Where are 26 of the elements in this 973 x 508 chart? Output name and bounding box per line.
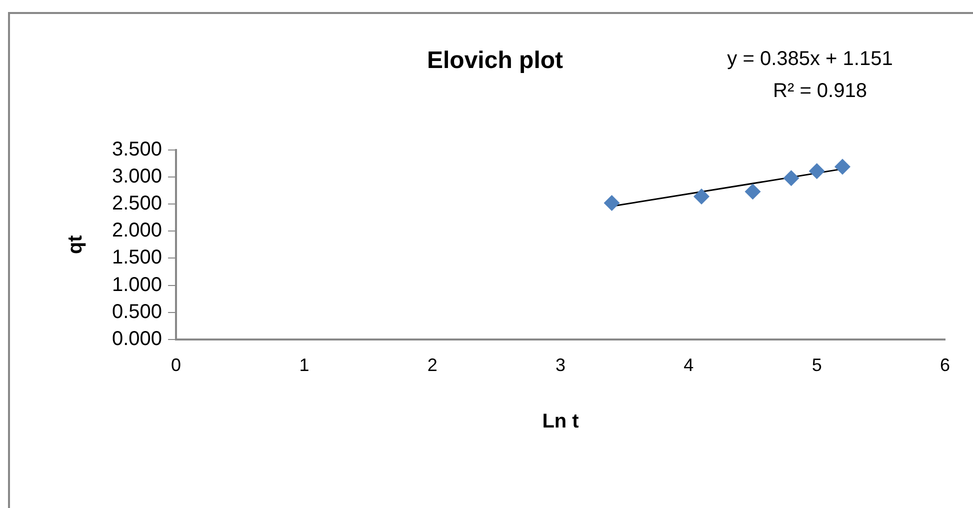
x-tick-label: 5 bbox=[812, 355, 822, 376]
point bbox=[694, 188, 710, 205]
point bbox=[604, 195, 620, 212]
y-tick-label: 0.500 bbox=[112, 300, 162, 323]
x-tick-label: 3 bbox=[556, 355, 566, 376]
y-axis-title: qt bbox=[64, 234, 87, 254]
x-axis-title: Ln t bbox=[542, 410, 580, 433]
x-tick-label: 0 bbox=[171, 355, 182, 376]
text: y = 0.385x + 1.151 bbox=[727, 48, 893, 70]
y-tick-label: 1.500 bbox=[112, 246, 162, 269]
text: R² = 0.918 bbox=[773, 80, 867, 102]
y-tick-label: 0.000 bbox=[112, 328, 162, 350]
x-tick-label: 4 bbox=[684, 355, 694, 376]
point bbox=[744, 184, 761, 200]
point bbox=[783, 170, 800, 186]
y-tick-label: 3.000 bbox=[112, 166, 162, 188]
x-tick-label: 1 bbox=[299, 355, 310, 376]
point bbox=[808, 163, 825, 180]
x-tick-label: 6 bbox=[940, 355, 950, 376]
chart-title: Elovich plot bbox=[426, 47, 564, 74]
y-tick-label: 3.500 bbox=[112, 138, 162, 161]
x-tick-label: 2 bbox=[427, 355, 438, 376]
point bbox=[834, 158, 850, 175]
y-tick-label: 1.000 bbox=[112, 274, 162, 296]
y-tick-label: 2.500 bbox=[112, 192, 162, 215]
y-tick-label: 2.000 bbox=[112, 220, 162, 242]
